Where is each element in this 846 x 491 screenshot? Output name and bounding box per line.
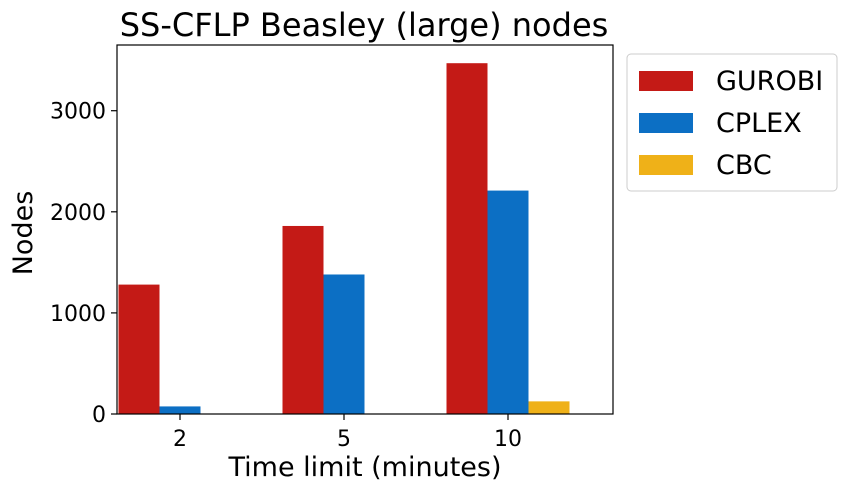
legend-swatch-cbc xyxy=(639,155,693,175)
x-axis-label: Time limit (minutes) xyxy=(228,452,502,483)
y-tick-label-1000: 1000 xyxy=(50,302,106,327)
bar-cplex-2 xyxy=(159,406,201,414)
chart-title: SS-CFLP Beasley (large) nodes xyxy=(120,6,609,44)
y-axis-label: Nodes xyxy=(8,191,39,276)
legend-swatch-gurobi xyxy=(639,71,693,91)
bar-gurobi-10 xyxy=(446,63,488,414)
bar-gurobi-2 xyxy=(118,284,160,414)
bars-group xyxy=(118,63,570,414)
bar-cplex-5 xyxy=(323,274,365,414)
legend: GUROBI CPLEX CBC xyxy=(626,53,838,192)
y-tick-label-2000: 2000 xyxy=(50,201,106,226)
bar-cplex-10 xyxy=(487,190,529,414)
plot-frame xyxy=(116,44,614,415)
x-tick-label-5: 5 xyxy=(337,427,351,452)
x-axis: 2 5 10 xyxy=(173,414,522,452)
y-tick-label-3000: 3000 xyxy=(50,100,106,125)
bar-cbc-10 xyxy=(528,401,570,414)
legend-swatch-cplex xyxy=(639,113,693,133)
y-axis: 0 1000 2000 3000 xyxy=(50,100,117,428)
x-tick-label-10: 10 xyxy=(494,427,522,452)
legend-label-gurobi: GUROBI xyxy=(716,66,823,97)
legend-label-cplex: CPLEX xyxy=(716,108,802,139)
legend-label-cbc: CBC xyxy=(716,150,772,181)
bar-gurobi-5 xyxy=(282,225,324,414)
x-tick-label-2: 2 xyxy=(173,427,187,452)
y-tick-label-0: 0 xyxy=(92,403,106,428)
